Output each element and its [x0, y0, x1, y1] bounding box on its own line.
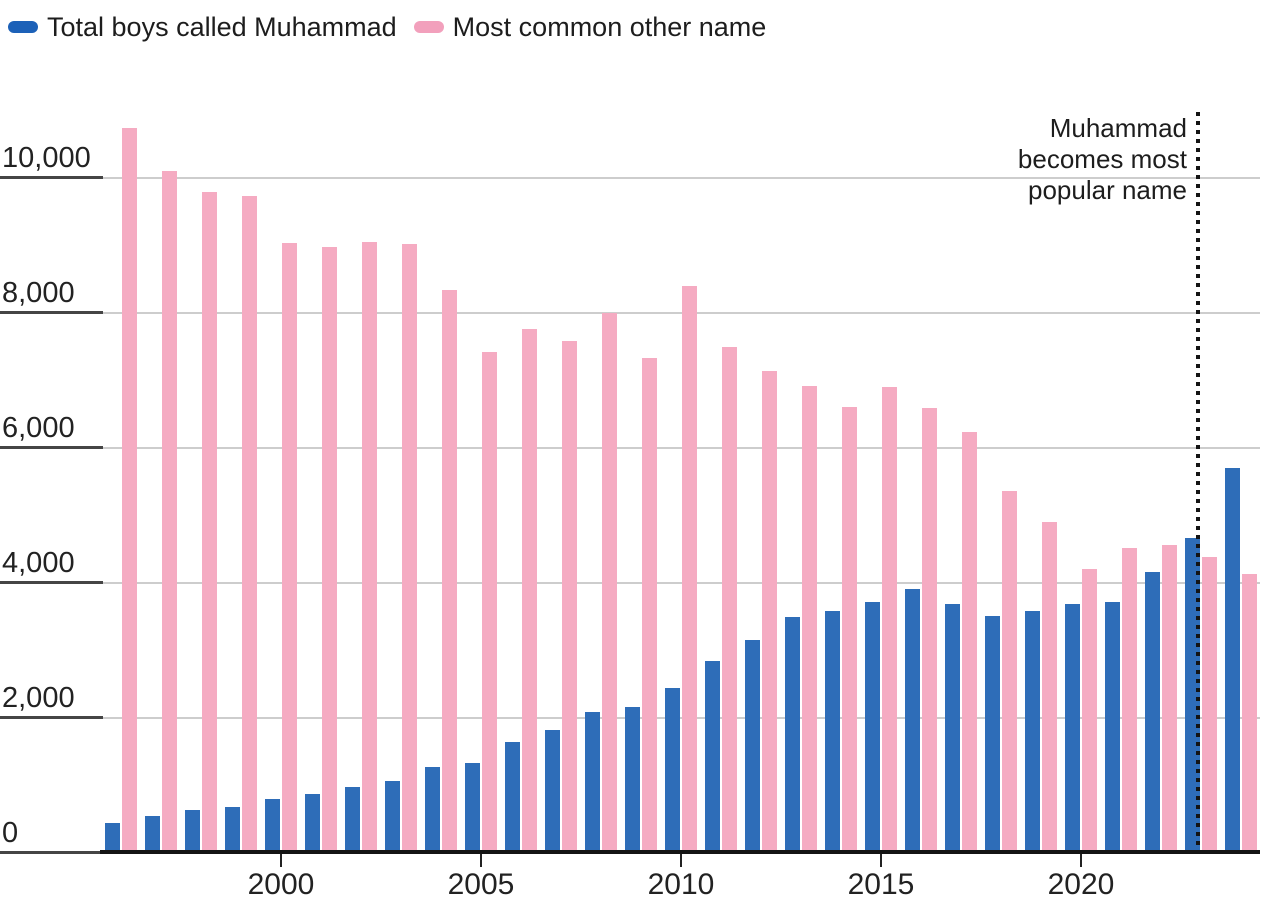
bar-muhammad-1998 — [185, 809, 200, 853]
x-axis-tick — [880, 854, 882, 867]
legend-item-other-name: Most common other name — [413, 11, 767, 43]
gridline — [103, 177, 1260, 179]
bar-muhammad-2015 — [865, 601, 880, 853]
y-axis-label: 10,000 — [2, 142, 91, 174]
bar-muhammad-2022 — [1145, 571, 1160, 853]
legend-swatch-blue-icon — [8, 21, 38, 33]
bar-other-name-2017 — [962, 432, 977, 853]
y-axis-label-underline — [0, 851, 103, 854]
annotation-line-1: Muhammad — [1049, 113, 1187, 143]
bar-other-name-2011 — [722, 347, 737, 853]
y-axis-label: 4,000 — [2, 547, 75, 579]
bar-other-name-1997 — [162, 170, 177, 853]
annotation-text: Muhammad becomes most popular name — [1018, 113, 1187, 206]
bar-other-name-2001 — [322, 246, 337, 853]
bar-muhammad-2024 — [1225, 468, 1240, 853]
legend-item-muhammad: Total boys called Muhammad — [8, 11, 397, 43]
x-axis-label: 2020 — [1047, 868, 1115, 901]
x-axis-label: 2015 — [847, 868, 915, 901]
bar-muhammad-2005 — [465, 763, 480, 853]
bar-other-name-2003 — [402, 244, 417, 853]
x-axis-label: 2005 — [447, 868, 515, 901]
bar-other-name-2021 — [1122, 548, 1137, 853]
bar-muhammad-2001 — [305, 794, 320, 853]
bar-other-name-2004 — [442, 290, 457, 853]
bar-muhammad-2014 — [825, 611, 840, 853]
bar-muhammad-2010 — [665, 688, 680, 853]
bar-other-name-2000 — [282, 242, 297, 853]
bar-other-name-2022 — [1162, 544, 1177, 853]
bar-muhammad-2017 — [945, 603, 960, 853]
y-axis-label-underline — [0, 581, 103, 584]
bar-muhammad-2012 — [745, 640, 760, 853]
legend: Total boys called Muhammad Most common o… — [8, 11, 766, 43]
y-axis-label: 0 — [2, 817, 19, 849]
bar-other-name-2007 — [562, 341, 577, 853]
bar-muhammad-2003 — [385, 780, 400, 853]
gridline — [103, 447, 1260, 449]
bar-other-name-1998 — [202, 191, 217, 853]
x-axis-label: 2010 — [647, 868, 715, 901]
bar-other-name-2015 — [882, 386, 897, 853]
bar-muhammad-2008 — [585, 711, 600, 853]
bar-muhammad-1997 — [145, 815, 160, 853]
y-axis-label: 2,000 — [2, 682, 75, 714]
bar-muhammad-2013 — [785, 616, 800, 853]
bar-other-name-2018 — [1002, 490, 1017, 853]
gridline — [103, 312, 1260, 314]
bar-other-name-2008 — [602, 313, 617, 853]
legend-label-other-name: Most common other name — [452, 12, 767, 42]
y-axis-label-underline — [0, 716, 103, 719]
bar-muhammad-2006 — [505, 742, 520, 853]
y-axis-label: 6,000 — [2, 412, 75, 444]
annotation-dotted-line — [1196, 112, 1200, 853]
bar-other-name-2014 — [842, 406, 857, 853]
bar-other-name-2010 — [682, 286, 697, 853]
legend-label-muhammad: Total boys called Muhammad — [47, 12, 397, 42]
bar-other-name-2005 — [482, 352, 497, 853]
gridline — [103, 717, 1260, 719]
y-axis-label-underline — [0, 446, 103, 449]
bar-other-name-2020 — [1082, 568, 1097, 853]
y-axis-label: 8,000 — [2, 277, 75, 309]
bar-muhammad-2019 — [1025, 610, 1040, 853]
x-axis-tick — [280, 854, 282, 867]
bar-other-name-2019 — [1042, 521, 1057, 853]
bar-muhammad-2021 — [1105, 602, 1120, 853]
y-axis-label-underline — [0, 311, 103, 314]
gridline — [103, 582, 1260, 584]
x-axis-label: 2000 — [247, 868, 315, 901]
bar-other-name-2006 — [522, 328, 537, 853]
bar-other-name-2002 — [362, 241, 377, 853]
annotation-line-3: popular name — [1028, 175, 1187, 205]
bar-muhammad-2002 — [345, 786, 360, 853]
x-axis-tick — [480, 854, 482, 867]
bar-other-name-1999 — [242, 195, 257, 853]
x-axis-tick — [1080, 854, 1082, 867]
x-axis-tick — [680, 854, 682, 867]
bar-muhammad-2011 — [705, 660, 720, 853]
bar-muhammad-2000 — [265, 799, 280, 853]
bar-other-name-2009 — [642, 357, 657, 853]
bar-muhammad-2020 — [1065, 603, 1080, 853]
bar-muhammad-1999 — [225, 807, 240, 853]
legend-swatch-pink-icon — [413, 21, 444, 33]
bar-other-name-2012 — [762, 371, 777, 853]
y-axis-label-underline — [0, 176, 103, 179]
x-axis-line — [100, 850, 1260, 854]
bar-muhammad-2018 — [985, 616, 1000, 853]
bar-muhammad-1996 — [105, 822, 120, 853]
annotation-line-2: becomes most — [1017, 144, 1187, 174]
bar-muhammad-2004 — [425, 766, 440, 853]
bar-other-name-2023 — [1202, 557, 1217, 853]
bar-other-name-1996 — [122, 128, 137, 853]
bar-other-name-2024 — [1242, 574, 1257, 853]
bar-other-name-2013 — [802, 385, 817, 853]
bar-muhammad-2007 — [545, 730, 560, 853]
bar-muhammad-2016 — [905, 589, 920, 853]
bar-muhammad-2009 — [625, 707, 640, 853]
bar-other-name-2016 — [922, 408, 937, 853]
